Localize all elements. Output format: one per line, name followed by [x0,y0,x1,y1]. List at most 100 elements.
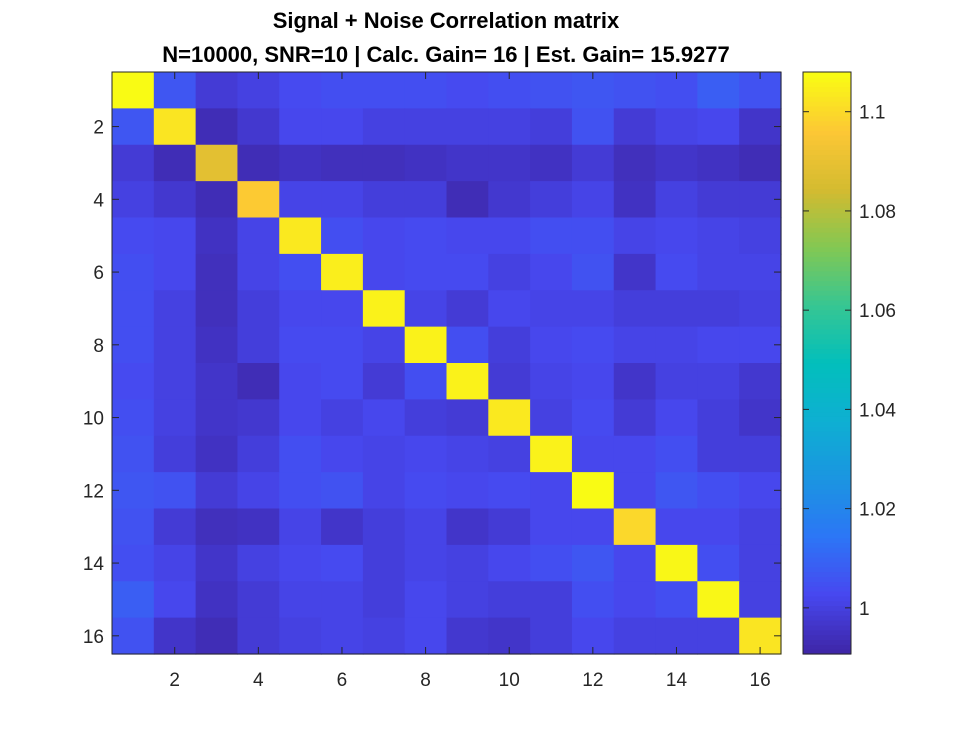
colorbar-segment [803,649,851,655]
colorbar-segment [803,149,851,156]
heatmap-cell-r15-c14 [655,581,698,619]
heatmap-cell-r15-c4 [237,581,280,619]
heatmap-cell-r15-c7 [362,581,406,619]
heatmap-cell-r8-c2 [153,326,197,364]
heatmap-cell-r5-c9 [446,217,489,255]
colorbar-segment [803,251,851,257]
heatmap-cell-r13-c10 [488,508,531,546]
colorbar-tick-label-1.02: 1.02 [859,500,896,521]
heatmap-cell-r1-c1 [112,72,155,109]
heatmap-cell-r8-c9 [446,326,489,364]
heatmap-cell-r7-c3 [195,290,239,328]
heatmap-cell-r13-c4 [237,508,280,546]
heatmap-cell-r15-c2 [153,581,197,619]
heatmap-cell-r9-c5 [279,363,322,400]
colorbar-segment [803,154,851,160]
heatmap-cell-r12-c6 [321,472,364,510]
heatmap-cell-r13-c14 [655,508,698,546]
colorbar-segment [803,363,851,369]
heatmap-cell-r6-c5 [279,253,322,291]
heatmap-cell-r10-c10 [488,399,531,437]
heatmap-cell-r7-c4 [237,290,280,328]
colorbar-segment [803,304,851,311]
heatmap-cell-r11-c9 [446,435,489,473]
colorbar-segment [803,280,851,286]
heatmap-cell-r5-c1 [112,217,155,255]
heatmap-cell-r4-c7 [362,181,406,219]
heatmap-cell-r14-c11 [530,544,573,582]
heatmap-cell-r7-c2 [153,290,197,328]
heatmap-cell-r8-c6 [321,326,364,364]
colorbar-segment [803,610,851,616]
colorbar-segment [803,256,851,262]
heatmap-cell-r14-c13 [613,544,657,582]
heatmap-cell-r15-c15 [697,581,740,619]
colorbar-segment [803,586,851,592]
colorbar-segment [803,566,851,573]
heatmap-cell-r15-c16 [739,581,782,619]
heatmap-cell-r3-c1 [112,144,155,182]
colorbar-segment [803,115,851,122]
heatmap-cell-r9-c14 [655,363,698,400]
colorbar-segment [803,178,851,185]
colorbar-segment [803,135,851,141]
heatmap-cell-r3-c12 [571,144,615,182]
heatmap-cell-r12-c4 [237,472,280,510]
heatmap-cell-r10-c4 [237,399,280,437]
heatmap-cell-r1-c9 [446,72,489,109]
heatmap-cell-r4-c2 [153,181,197,219]
heatmap-cell-r7-c9 [446,290,489,328]
heatmap-cell-r2-c12 [571,108,615,146]
heatmap-cell-r11-c13 [613,435,657,473]
heatmap-cell-r16-c3 [195,617,239,655]
heatmap-cell-r2-c11 [530,108,573,146]
heatmap-cell-r10-c13 [613,399,657,437]
heatmap-cell-r12-c15 [697,472,740,510]
heatmap-cell-r4-c11 [530,181,573,219]
colorbar-segment [803,406,851,413]
colorbar-segment [803,392,851,398]
heatmap-cell-r2-c6 [321,108,364,146]
heatmap-cell-r4-c14 [655,181,698,219]
heatmap-cell-r4-c10 [488,181,531,219]
colorbar-segment [803,513,851,519]
heatmap-cell-r2-c4 [237,108,280,146]
colorbar-segment [803,523,851,529]
heatmap-cell-r6-c14 [655,253,698,291]
heatmap-cell-r3-c4 [237,144,280,182]
heatmap-cell-r1-c3 [195,72,239,109]
heatmap-cell-r10-c8 [404,399,448,437]
colorbar-segment [803,484,851,490]
colorbar-segment [803,469,851,476]
colorbar-segment [803,508,851,514]
heatmap-cell-r13-c1 [112,508,155,546]
heatmap-cell-r14-c14 [655,544,698,582]
heatmap-cell-r2-c9 [446,108,489,146]
heatmap-cell-r8-c1 [112,326,155,364]
heatmap-cell-r10-c14 [655,399,698,437]
heatmap-cell-r6-c7 [362,253,406,291]
heatmap-cell-r9-c7 [362,363,406,400]
heatmap-cell-r2-c3 [195,108,239,146]
colorbar-segment [803,440,851,447]
colorbar-tick-label-1.06: 1.06 [859,301,896,322]
colorbar-segment [803,266,851,272]
colorbar-segment [803,202,851,209]
heatmap-cell-r6-c6 [321,253,364,291]
heatmap-cell-r13-c9 [446,508,489,546]
heatmap-cell-r14-c3 [195,544,239,582]
heatmap-cell-r11-c3 [195,435,239,473]
heatmap-cell-r15-c10 [488,581,531,619]
heatmap-cell-r5-c4 [237,217,280,255]
heatmap-cell-r3-c16 [739,144,782,182]
colorbar-segment [803,144,851,151]
colorbar-segment [803,372,851,379]
y-tick-label-8: 8 [93,336,104,357]
colorbar-segment [803,629,851,636]
y-axis-ticks: 2 4 6 8 10 12 14 16 [83,118,781,648]
heatmap-cell-r4-c13 [613,181,657,219]
heatmap-cell-r16-c7 [362,617,406,655]
heatmap-cell-r9-c10 [488,363,531,400]
colorbar-segment [803,552,851,558]
